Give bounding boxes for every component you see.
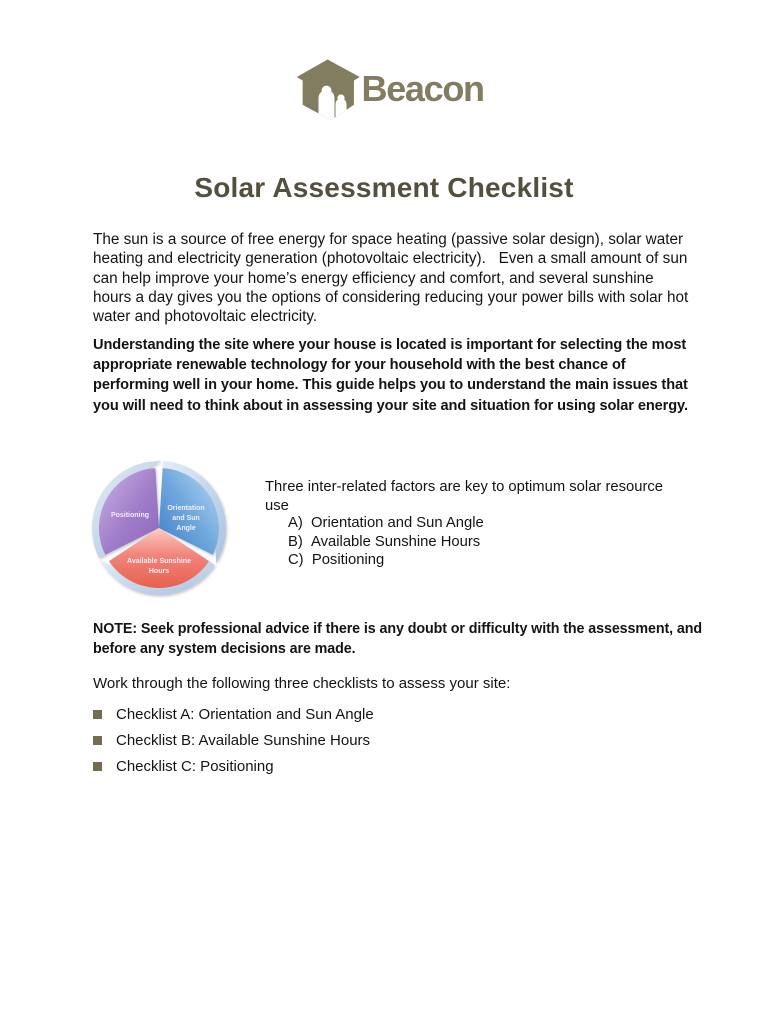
svg-text:Angle: Angle — [176, 525, 196, 532]
svg-text:and Sun: and Sun — [172, 515, 200, 522]
svg-text:Available Sunshine: Available Sunshine — [127, 558, 191, 565]
svg-text:Orientation: Orientation — [167, 505, 204, 512]
svg-text:Positioning: Positioning — [111, 512, 149, 519]
svg-text:Hours: Hours — [149, 568, 169, 575]
